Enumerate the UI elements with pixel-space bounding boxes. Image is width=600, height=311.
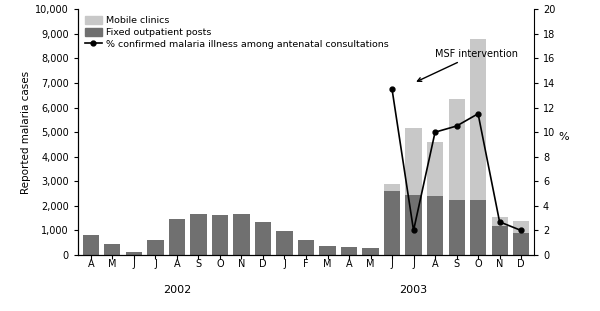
Bar (362, 248, 379, 255)
Bar (233, 214, 250, 255)
Legend: Mobile clinics, Fixed outpatient posts, % confirmed malaria illness among antena: Mobile clinics, Fixed outpatient posts, … (83, 14, 391, 51)
Bar (277, 231, 293, 255)
Bar (427, 196, 443, 255)
Bar (406, 128, 422, 195)
Y-axis label: Reported malaria cases: Reported malaria cases (21, 71, 31, 194)
Bar (491, 217, 508, 225)
Bar (126, 252, 142, 255)
Bar (406, 195, 422, 255)
Bar (449, 99, 464, 200)
Bar (513, 220, 529, 233)
Bar (341, 247, 357, 255)
Bar (190, 214, 206, 255)
Bar (298, 240, 314, 255)
Bar (212, 216, 228, 255)
Bar (169, 219, 185, 255)
Bar (384, 184, 400, 191)
Bar (513, 233, 529, 255)
Bar (470, 39, 486, 200)
Text: 2003: 2003 (400, 285, 428, 295)
Y-axis label: %: % (559, 132, 569, 142)
Bar (491, 225, 508, 255)
Bar (148, 240, 163, 255)
Bar (319, 246, 335, 255)
Bar (470, 200, 486, 255)
Bar (83, 235, 99, 255)
Bar (384, 191, 400, 255)
Bar (104, 244, 121, 255)
Bar (449, 200, 464, 255)
Text: MSF intervention: MSF intervention (418, 49, 518, 81)
Bar (427, 142, 443, 196)
Text: 2002: 2002 (163, 285, 191, 295)
Bar (255, 222, 271, 255)
